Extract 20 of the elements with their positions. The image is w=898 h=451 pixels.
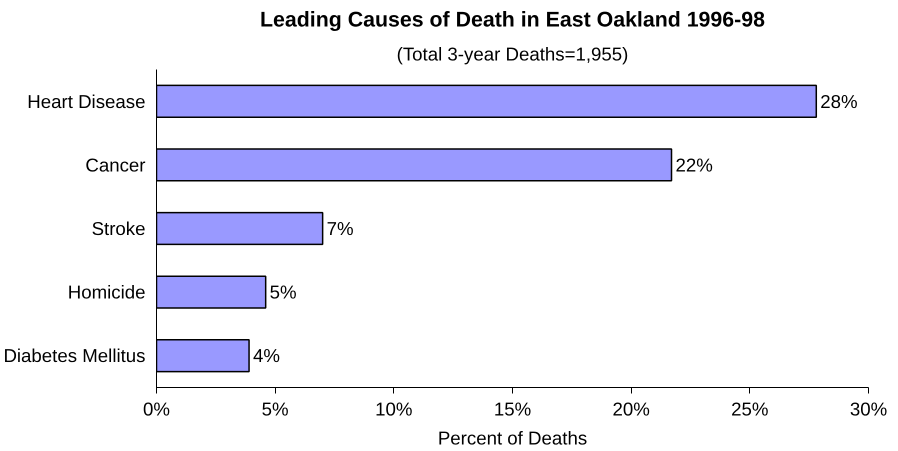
x-axis-title: Percent of Deaths (438, 428, 588, 448)
data-label: 7% (326, 218, 354, 239)
data-label: 5% (270, 282, 297, 303)
x-tick-label: 10% (375, 398, 413, 420)
x-tick-label: 15% (494, 398, 532, 420)
chart-title: Leading Causes of Death in East Oakland 1996-98 (260, 8, 766, 32)
y-tick-label: Stroke (92, 218, 146, 239)
data-label: 4% (253, 345, 280, 366)
y-tick-label: Cancer (85, 154, 146, 176)
x-tick-label: 5% (262, 398, 289, 420)
chart-subtitle: (Total 3-year Deaths=1,955) (396, 44, 628, 64)
data-label: 28% (820, 90, 858, 112)
x-tick-label: 25% (731, 398, 769, 420)
x-tick-label: 30% (850, 398, 888, 420)
y-tick-label: Diabetes Mellitus (3, 345, 146, 366)
y-tick-label: Homicide (68, 282, 146, 303)
data-label: 22% (676, 154, 713, 176)
x-tick-label: 20% (612, 398, 650, 420)
x-tick-label: 0% (143, 398, 170, 420)
y-tick-label: Heart Disease (27, 90, 146, 112)
